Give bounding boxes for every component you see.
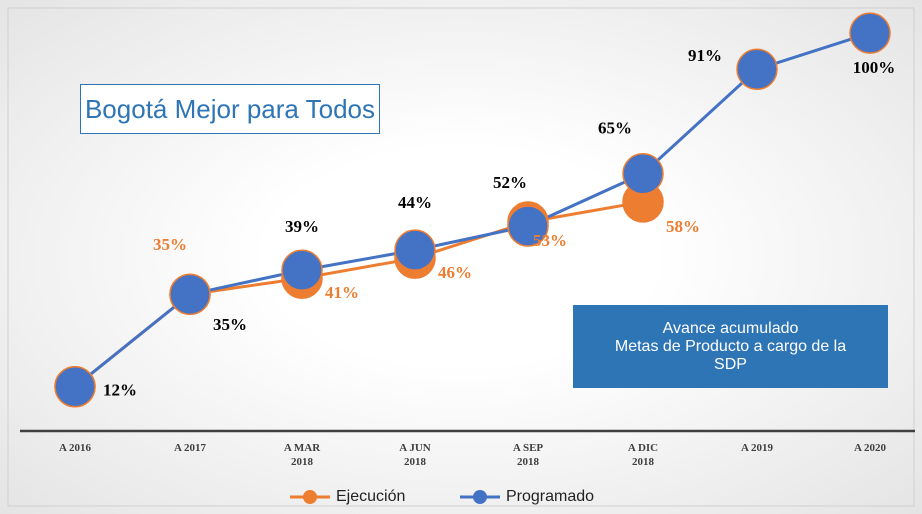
annotation-line: SDP [714, 355, 747, 373]
series-line [74, 200, 644, 388]
annotation-line: Avance acumulado [662, 319, 799, 337]
value-label: 35% [153, 235, 187, 254]
x-tick-label: A SEP 2018 [512, 442, 544, 468]
value-label: 91% [688, 46, 722, 65]
value-label: 46% [438, 263, 472, 282]
value-label: 12% [103, 381, 137, 400]
point [622, 153, 664, 195]
value-label: 39% [285, 217, 319, 236]
legend-label: Ejecución [336, 488, 405, 505]
frame [7, 7, 915, 507]
value-label: 44% [398, 193, 432, 212]
x-tick-label: A 2017 [173, 442, 207, 454]
point [736, 48, 778, 91]
value-label: 65% [598, 119, 632, 138]
annotation-line: Metas de Producto a cargo de la [614, 337, 847, 355]
x-tick-label: A MAR 2018 [283, 442, 321, 468]
x-tick-label: A 2020 [853, 442, 887, 454]
value-label: 58% [666, 217, 700, 236]
value-label: 35% [213, 315, 247, 334]
legend-marker [303, 490, 317, 504]
point [849, 12, 891, 54]
point [394, 229, 436, 271]
point [169, 273, 211, 316]
x-tick-label: A 2016 [58, 442, 92, 454]
chart-title: Bogotá Mejor para Todos [80, 84, 380, 134]
value-label: 41% [325, 283, 359, 302]
x-tick-label: A 2019 [740, 442, 774, 454]
annotation: Avance acumulado Metas de Producto a car… [573, 305, 888, 388]
legend-label: Programado [506, 488, 594, 505]
value-label: 53% [533, 231, 567, 250]
legend-marker [473, 490, 487, 504]
point [54, 366, 96, 408]
point [281, 249, 323, 291]
x-tick-label: A JUN 2018 [399, 442, 431, 468]
value-label: 52% [493, 173, 527, 192]
point [507, 205, 549, 247]
value-label: 100% [853, 58, 896, 77]
x-tick-label: A DIC 2018 [627, 442, 659, 468]
